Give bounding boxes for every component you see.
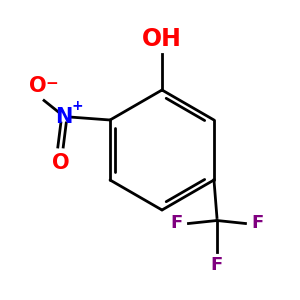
Text: F: F bbox=[170, 214, 182, 232]
Text: F: F bbox=[211, 256, 223, 274]
Text: O: O bbox=[29, 76, 47, 96]
Text: N: N bbox=[55, 107, 72, 127]
Text: O: O bbox=[52, 153, 69, 173]
Text: −: − bbox=[45, 76, 58, 91]
Text: +: + bbox=[71, 99, 83, 112]
Text: OH: OH bbox=[142, 27, 182, 51]
Text: F: F bbox=[251, 214, 264, 232]
